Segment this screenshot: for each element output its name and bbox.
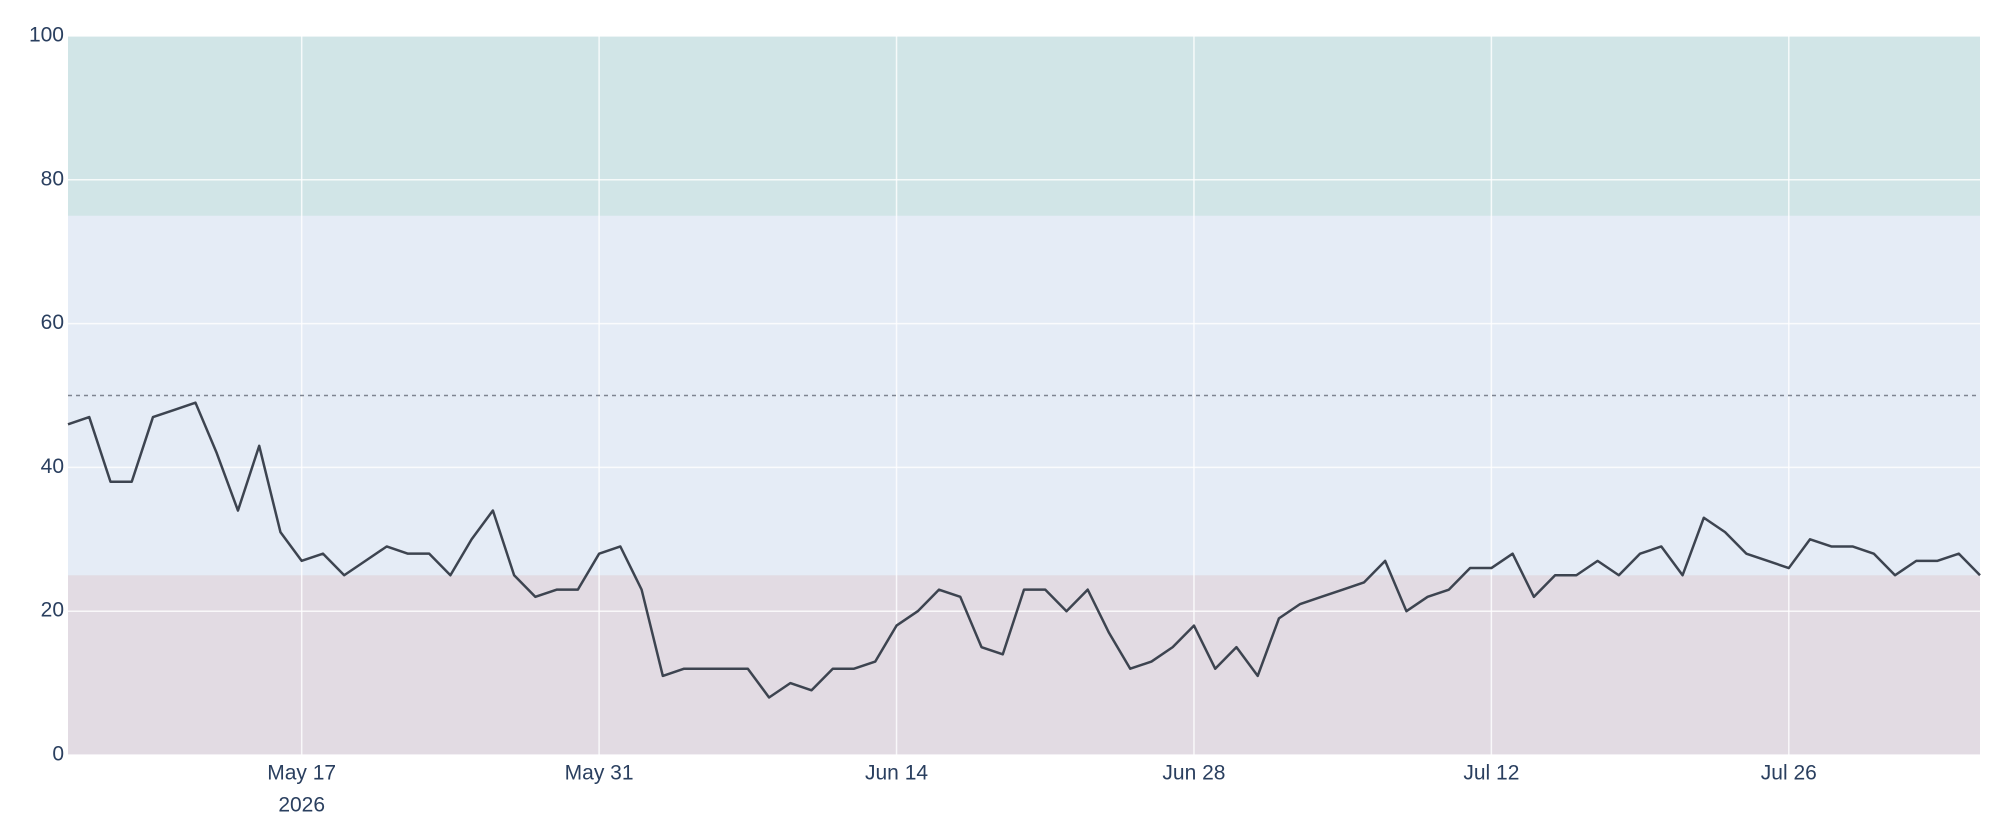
x-tick-label: Jun 28	[1162, 762, 1225, 785]
x-tick-label: Jun 14	[865, 762, 928, 785]
band	[68, 36, 1980, 216]
y-tick-label: 80	[41, 167, 64, 190]
x-tick-label: Jul 26	[1761, 762, 1817, 785]
x-tick-year: 2026	[278, 794, 325, 817]
y-tick-label: 40	[41, 455, 64, 478]
y-tick-label: 60	[41, 311, 64, 334]
band	[68, 575, 1980, 755]
y-tick-label: 20	[41, 599, 64, 622]
y-tick-label: 0	[52, 743, 64, 766]
data-line	[67, 401, 1981, 699]
x-tick-label: Jul 12	[1463, 762, 1519, 785]
y-tick-label: 100	[29, 24, 64, 47]
x-tick-label: May 31	[565, 762, 634, 785]
x-tick-label: May 17	[267, 762, 336, 785]
